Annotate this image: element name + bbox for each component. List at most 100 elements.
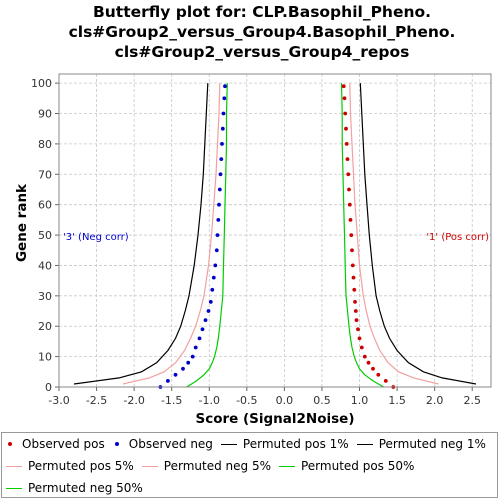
observed-neg-point xyxy=(223,84,227,89)
observed-neg-point xyxy=(210,287,215,292)
observed-neg-point xyxy=(200,327,205,332)
observed-neg-point xyxy=(218,172,223,177)
observed-neg-point xyxy=(217,202,221,207)
permuted-neg-50-line xyxy=(186,83,228,388)
permuted-pos-5-line xyxy=(349,83,439,385)
legend-item-permuted-pos-5: Permuted pos 5% xyxy=(6,459,134,473)
observed-pos-point xyxy=(351,275,356,280)
observed-neg-point xyxy=(221,111,226,116)
observed-pos-point xyxy=(342,96,347,101)
legend-label: Permuted pos 5% xyxy=(28,459,134,473)
pink-line-icon xyxy=(6,465,22,467)
observed-neg-point xyxy=(222,96,227,101)
legend-item-permuted-neg-50: Permuted neg 50% xyxy=(6,481,143,495)
observed-neg-point xyxy=(216,218,221,222)
observed-pos-point xyxy=(348,218,353,222)
legend-label: Permuted neg 1% xyxy=(378,437,486,451)
y-tick-label: 40 xyxy=(38,259,52,272)
observed-pos-point xyxy=(362,354,367,359)
x-tick-label: -1.0 xyxy=(199,394,220,407)
observed-pos-point xyxy=(350,248,354,253)
y-tick-label: 10 xyxy=(38,351,52,364)
observed-neg-point xyxy=(211,275,216,280)
permuted-neg-1-line xyxy=(73,83,209,385)
y-tick-label: 20 xyxy=(38,320,52,333)
plot-area xyxy=(59,74,491,387)
observed-pos-point xyxy=(344,142,349,146)
observed-pos-point xyxy=(356,327,360,332)
observed-neg-point xyxy=(197,336,202,341)
observed-neg-point xyxy=(193,345,198,350)
observed-pos-point xyxy=(357,336,362,341)
annotation-pos-corr: '1' (Pos corr) xyxy=(426,232,489,243)
legend-item-observed-pos: Observed pos xyxy=(6,437,105,451)
legend-item-permuted-neg-5: Permuted neg 5% xyxy=(141,459,271,473)
green-line-icon xyxy=(6,487,22,489)
observed-neg-point xyxy=(166,379,170,383)
x-tick-label: 0.0 xyxy=(276,394,294,407)
green-line-icon xyxy=(278,465,295,467)
black-line-icon xyxy=(220,443,237,445)
legend-label: Observed pos xyxy=(22,437,105,451)
red-dot-icon xyxy=(8,442,12,446)
annotation-neg-corr: '3' (Neg corr) xyxy=(63,232,129,243)
observed-neg-point xyxy=(214,248,219,253)
y-tick-label: 50 xyxy=(38,229,52,242)
observed-neg-point xyxy=(220,126,225,131)
x-tick-label: 2.0 xyxy=(426,394,444,407)
legend-item-permuted-pos-1: Permuted pos 1% xyxy=(220,437,349,451)
legend-label: Permuted neg 5% xyxy=(163,459,271,473)
observed-pos-point xyxy=(343,111,348,116)
observed-neg-point xyxy=(190,354,195,359)
permuted-pos-50-line xyxy=(340,83,384,388)
y-tick-label: 100 xyxy=(31,77,52,90)
observed-pos-point xyxy=(383,379,388,383)
chart-title-line-2: cls#Group2_versus_Group4.Basophil_Pheno. xyxy=(69,23,456,41)
observed-pos-point xyxy=(359,345,364,350)
plot-border xyxy=(58,73,492,388)
x-tick-label: -2.0 xyxy=(123,394,144,407)
observed-pos-point xyxy=(347,187,351,192)
y-tick-label: 90 xyxy=(38,108,52,121)
y-axis-label: Gene rank xyxy=(14,183,30,262)
observed-neg-point xyxy=(215,233,220,238)
observed-pos-point xyxy=(346,172,351,177)
x-tick-label: 0.5 xyxy=(313,394,331,407)
observed-neg-point xyxy=(208,300,213,304)
legend-row-3: Permuted neg 50% xyxy=(6,479,151,497)
observed-pos-point xyxy=(345,157,350,162)
observed-pos-point xyxy=(350,263,355,268)
observed-pos-point xyxy=(344,126,348,131)
legend-item-permuted-neg-1: Permuted neg 1% xyxy=(356,437,486,451)
y-tick-label: 0 xyxy=(45,381,52,394)
observed-pos-point xyxy=(347,202,352,207)
blue-dot-icon xyxy=(114,442,119,446)
x-tick-label: 1.5 xyxy=(388,394,406,407)
x-tick-label: -0.5 xyxy=(236,394,257,407)
observed-neg-point xyxy=(173,372,178,377)
observed-pos-point xyxy=(366,360,371,365)
legend-label: Observed neg xyxy=(128,437,213,451)
y-tick-label: 60 xyxy=(38,199,52,212)
black-line-icon xyxy=(356,443,373,445)
observed-neg-point xyxy=(213,263,218,268)
y-tick-label: 80 xyxy=(38,138,52,151)
observed-pos-point xyxy=(352,287,357,292)
chart-title-line-1: Butterfly plot for: CLP.Basophil_Pheno. xyxy=(93,3,431,21)
observed-pos-point xyxy=(349,233,354,238)
legend-item-permuted-pos-50: Permuted pos 50% xyxy=(278,459,415,473)
legend-row-2: Permuted pos 5% Permuted neg 5% Permuted… xyxy=(6,457,422,475)
pink-line-icon xyxy=(141,465,158,467)
legend-label: Permuted pos 1% xyxy=(242,437,349,451)
chart-title-line-3: cls#Group2_versus_Group4_repos xyxy=(115,43,410,61)
observed-pos-point xyxy=(353,309,358,313)
observed-neg-point xyxy=(206,309,211,313)
observed-pos-point xyxy=(353,300,357,304)
x-tick-label: 1.0 xyxy=(351,394,369,407)
y-tick-label: 30 xyxy=(38,290,52,303)
butterfly-plot: Butterfly plot for: CLP.Basophil_Pheno. … xyxy=(14,3,492,427)
observed-pos-point xyxy=(341,84,346,89)
legend-label: Permuted pos 50% xyxy=(300,459,415,473)
legend-label: Permuted neg 50% xyxy=(28,481,143,495)
observed-neg-point xyxy=(181,366,185,371)
